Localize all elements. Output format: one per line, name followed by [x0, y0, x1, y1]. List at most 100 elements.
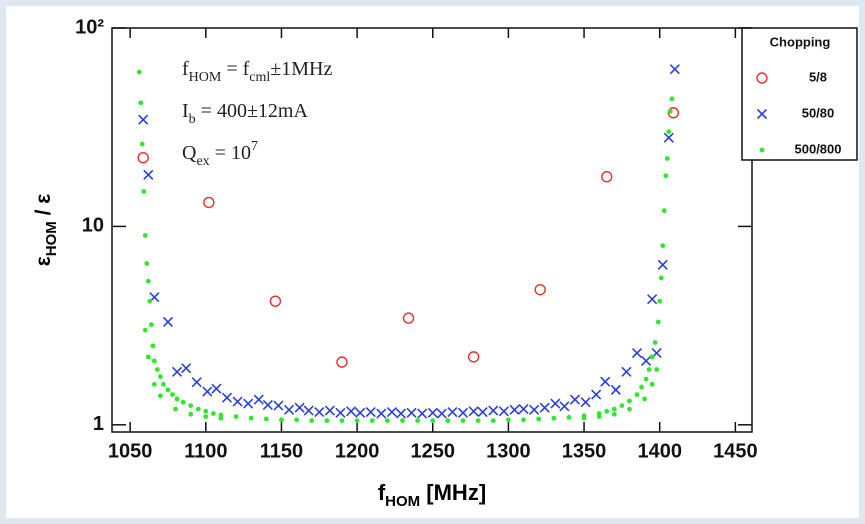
point [143, 169, 154, 180]
point [566, 414, 572, 420]
point [663, 173, 669, 179]
y-tick-label: 10 [82, 215, 104, 237]
point [402, 312, 415, 324]
point [477, 406, 488, 418]
point [646, 367, 652, 372]
point [666, 129, 672, 135]
legend-marker [756, 72, 768, 84]
point [406, 407, 417, 418]
point [661, 208, 667, 214]
point [335, 407, 346, 418]
point [221, 392, 233, 403]
annotation-part: = f [221, 58, 249, 80]
x-tick-label: 1450 [713, 440, 758, 462]
y-axis-label-part: / ε [32, 194, 55, 222]
point [663, 132, 674, 143]
point [475, 418, 481, 424]
point [142, 233, 148, 238]
point [161, 381, 166, 387]
annotation-part: cml [249, 70, 270, 85]
x-tick-label: 1300 [486, 440, 531, 462]
annotation-part: 7 [251, 139, 258, 154]
point [369, 418, 375, 424]
point [324, 418, 330, 424]
point [611, 411, 617, 417]
point [631, 347, 643, 359]
point [460, 418, 466, 424]
point [147, 298, 153, 304]
y-tick-label: 1 [93, 413, 104, 435]
point [664, 156, 670, 161]
point [170, 392, 175, 398]
annotation: fHOM = fcml±1MHz [182, 58, 333, 85]
point [417, 408, 428, 419]
point [136, 69, 142, 75]
point [468, 406, 479, 417]
point [211, 383, 222, 394]
point [490, 418, 496, 424]
point [601, 171, 613, 183]
point [447, 406, 458, 418]
point [457, 407, 469, 418]
point [233, 414, 239, 420]
point [655, 319, 661, 325]
annotation-part: ex [196, 154, 209, 169]
point [309, 418, 315, 424]
point [581, 415, 587, 421]
point [400, 418, 405, 424]
point [596, 414, 602, 420]
point [171, 366, 183, 377]
annotation-part: Q [182, 142, 197, 164]
point [165, 387, 171, 393]
point [279, 417, 284, 423]
point [427, 407, 438, 418]
point [174, 396, 180, 402]
x-axis-label-part: f [378, 480, 386, 505]
point [141, 189, 147, 194]
point [336, 356, 348, 368]
point [203, 408, 209, 414]
point [641, 355, 652, 366]
point [610, 384, 621, 395]
point [138, 100, 144, 106]
point [188, 403, 194, 408]
point [534, 283, 546, 296]
point [436, 408, 447, 419]
point [627, 398, 632, 404]
point [518, 404, 529, 415]
point [509, 404, 520, 415]
point [162, 316, 174, 328]
point [539, 402, 550, 413]
point [294, 417, 299, 423]
point [660, 243, 666, 249]
point [634, 392, 640, 398]
point [658, 275, 664, 281]
point [386, 406, 397, 418]
point [202, 386, 213, 397]
point [536, 416, 542, 422]
point [657, 259, 668, 270]
x-axis-label-part: HOM [385, 493, 420, 510]
x-tick-label: 1050 [108, 440, 153, 462]
point [144, 261, 150, 266]
point [151, 358, 157, 364]
point [580, 397, 591, 408]
x-tick-label: 1250 [411, 440, 456, 462]
annotation-part: b [189, 112, 196, 127]
point [569, 394, 581, 405]
point [243, 398, 254, 409]
legend-marker [759, 147, 765, 153]
y-tick-label: 10² [75, 16, 104, 38]
point [303, 405, 314, 416]
point [657, 298, 663, 304]
x-tick-label: 1150 [260, 440, 303, 462]
y-axis-label-part: ε [32, 256, 55, 266]
point [203, 414, 209, 420]
point [195, 406, 201, 412]
point [151, 381, 157, 387]
point [667, 107, 680, 119]
point [559, 401, 570, 412]
point [145, 354, 151, 360]
point [384, 418, 390, 424]
